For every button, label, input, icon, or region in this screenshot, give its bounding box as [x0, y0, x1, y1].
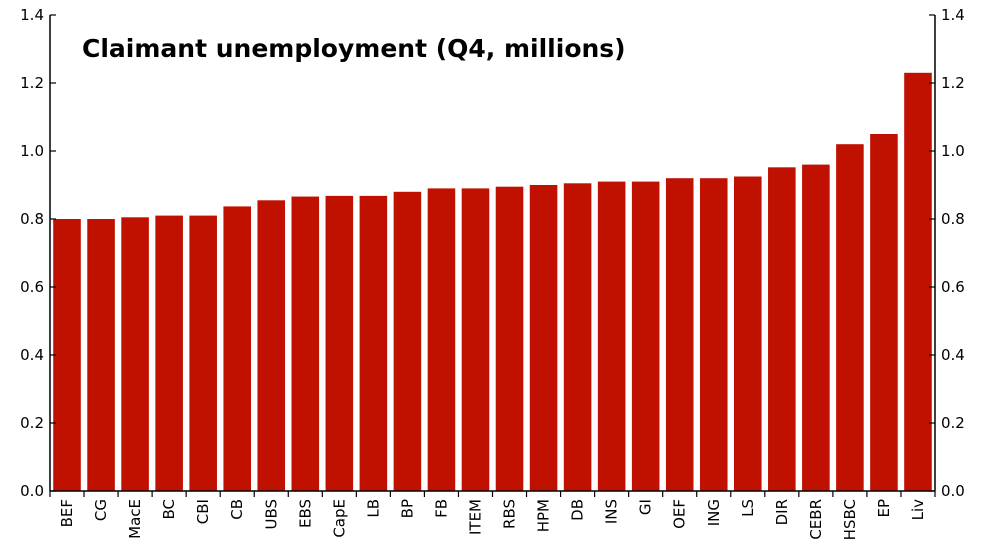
x-tick-label-mace: MacE: [126, 499, 144, 539]
y-tick-label-right: 1.0: [941, 142, 965, 160]
bar-cape: [325, 195, 354, 491]
x-tick-label-liv: Liv: [909, 499, 927, 521]
bar-liv: [904, 72, 932, 492]
x-tick-label-bp: BP: [398, 499, 416, 518]
x-tick-label-ls: LS: [739, 499, 757, 517]
bar-ebs: [291, 196, 320, 491]
bar-cb: [223, 206, 251, 492]
labels-layer: 0.0 0.0 0.2 0.2 0.4 0.4 0.6 0.6 0.8 0.8 1.0 1.0 1.2 1…: [20, 6, 965, 540]
x-tick-label-bc: BC: [160, 499, 178, 520]
x-tick-label-cb: CB: [228, 499, 246, 520]
bar-db: [563, 183, 592, 492]
bar-ing: [699, 178, 728, 491]
x-tick-label-oef: OEF: [671, 499, 689, 529]
x-tick-label-ebs: EBS: [296, 499, 314, 528]
y-tick-label-right: 0.2: [941, 414, 965, 432]
bar-mace: [121, 217, 149, 492]
bar-ls: [734, 176, 762, 491]
bar-cebr: [802, 164, 830, 491]
x-tick-label-cebr: CEBR: [807, 499, 825, 540]
x-tick-label-cape: CapE: [330, 499, 348, 538]
x-tick-label-bef: BEF: [58, 499, 76, 527]
bar-dir: [768, 167, 796, 491]
bar-gi: [631, 181, 660, 491]
bar-rbs: [495, 186, 524, 491]
x-tick-label-hsbc: HSBC: [841, 499, 859, 540]
y-tick-label-right: 1.4: [941, 6, 965, 24]
x-tick-label-item: ITEM: [466, 499, 484, 535]
x-tick-label-gi: GI: [637, 499, 655, 515]
bar-ubs: [257, 200, 286, 492]
y-tick-label-left: 0.6: [20, 278, 44, 296]
bar-ep: [870, 134, 898, 491]
bar-ins: [597, 181, 626, 491]
x-tick-label-cg: CG: [92, 499, 110, 521]
y-tick-label-right: 0.6: [941, 278, 965, 296]
y-tick-label-left: 0.0: [20, 482, 44, 500]
bar-bp: [393, 191, 422, 492]
y-tick-label-left: 0.4: [20, 346, 44, 364]
y-tick-label-left: 1.2: [20, 74, 44, 92]
x-tick-label-hpm: HPM: [535, 499, 553, 532]
bars-layer: [53, 72, 932, 492]
bar-cbi: [189, 215, 217, 491]
bar-bef: [53, 219, 81, 491]
x-tick-label-ep: EP: [875, 499, 893, 518]
bar-oef: [665, 178, 694, 491]
x-tick-label-rbs: RBS: [501, 499, 519, 529]
bar-lb: [359, 195, 388, 491]
y-tick-label-left: 1.4: [20, 6, 44, 24]
x-tick-label-ins: INS: [603, 499, 621, 524]
x-tick-label-dir: DIR: [773, 499, 791, 525]
axes-layer: [49, 14, 936, 497]
y-tick-label-right: 0.0: [941, 482, 965, 500]
y-tick-label-right: 1.2: [941, 74, 965, 92]
y-tick-label-right: 0.4: [941, 346, 965, 364]
y-tick-label-left: 0.8: [20, 210, 44, 228]
x-tick-label-cbi: CBI: [194, 499, 212, 524]
bar-bc: [155, 215, 183, 491]
x-tick-label-fb: FB: [432, 499, 450, 518]
bar-fb: [427, 188, 456, 491]
y-tick-label-left: 0.2: [20, 414, 44, 432]
bar-item: [461, 188, 490, 491]
x-tick-label-ubs: UBS: [262, 499, 280, 530]
x-tick-label-db: DB: [569, 499, 587, 521]
x-tick-label-ing: ING: [705, 499, 723, 526]
y-tick-label-left: 1.0: [20, 142, 44, 160]
bar-hsbc: [836, 144, 864, 491]
chart-title: Claimant unemployment (Q4, millions): [82, 34, 626, 63]
x-tick-label-lb: LB: [364, 499, 382, 518]
bar-hpm: [529, 185, 558, 491]
y-tick-label-right: 0.8: [941, 210, 965, 228]
bar-cg: [87, 219, 115, 491]
